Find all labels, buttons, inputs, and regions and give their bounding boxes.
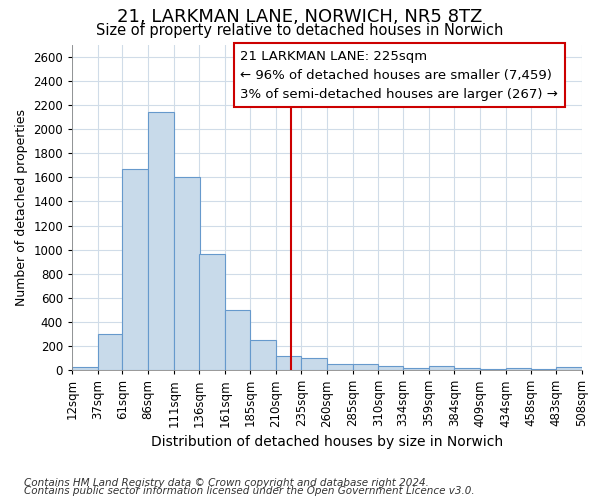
Text: Contains HM Land Registry data © Crown copyright and database right 2024.: Contains HM Land Registry data © Crown c… <box>24 478 429 488</box>
Bar <box>301 358 327 370</box>
Bar <box>174 178 199 370</box>
Text: 21 LARKMAN LANE: 225sqm
← 96% of detached houses are smaller (7,459)
3% of semi-: 21 LARKMAN LANE: 225sqm ← 96% of detache… <box>240 50 558 101</box>
Bar <box>122 169 148 370</box>
X-axis label: Distribution of detached houses by size in Norwich: Distribution of detached houses by size … <box>151 435 503 449</box>
Bar <box>98 334 122 370</box>
Bar <box>327 364 353 370</box>
Text: Contains public sector information licensed under the Open Government Licence v3: Contains public sector information licen… <box>24 486 475 496</box>
Bar <box>148 112 174 370</box>
Bar <box>250 340 275 370</box>
Bar <box>275 356 301 370</box>
Bar <box>225 310 250 370</box>
Bar <box>480 369 506 370</box>
Y-axis label: Number of detached properties: Number of detached properties <box>14 109 28 306</box>
Text: 21, LARKMAN LANE, NORWICH, NR5 8TZ: 21, LARKMAN LANE, NORWICH, NR5 8TZ <box>118 8 482 26</box>
Bar <box>556 367 582 370</box>
Bar <box>353 364 379 370</box>
Bar <box>72 367 98 370</box>
Bar <box>530 369 556 370</box>
Text: Size of property relative to detached houses in Norwich: Size of property relative to detached ho… <box>97 22 503 38</box>
Bar <box>379 366 403 370</box>
Bar <box>403 368 429 370</box>
Bar <box>199 254 225 370</box>
Bar <box>506 368 530 370</box>
Bar <box>429 366 455 370</box>
Bar <box>455 368 480 370</box>
